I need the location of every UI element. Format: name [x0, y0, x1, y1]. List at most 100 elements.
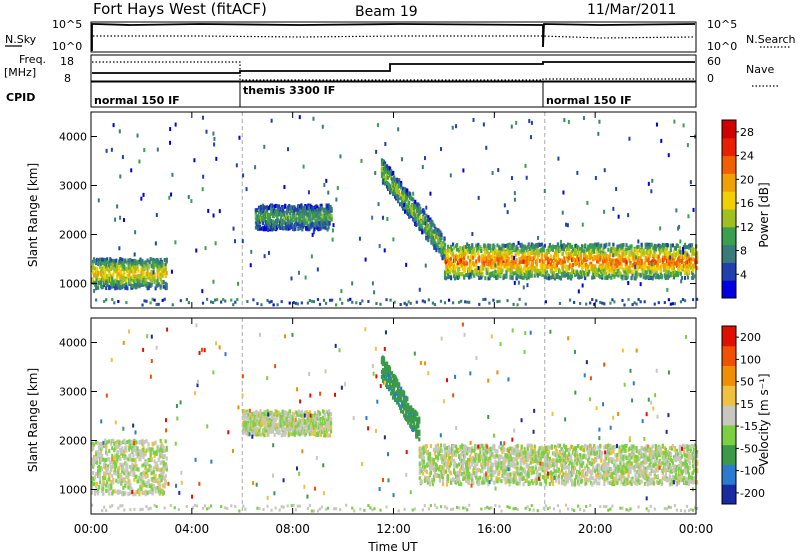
heatmap-cell — [409, 192, 412, 197]
heatmap-cell — [139, 439, 142, 444]
heatmap-cell — [524, 163, 527, 168]
heatmap-cell — [126, 463, 129, 468]
heatmap-cell — [543, 268, 546, 273]
heatmap-cell — [137, 467, 140, 472]
heatmap-cell — [604, 259, 607, 264]
heatmap-cell — [391, 187, 395, 192]
heatmap-cell — [509, 274, 512, 279]
heatmap-cell — [135, 452, 138, 457]
heatmap-cell — [122, 462, 125, 467]
heatmap-cell — [512, 302, 515, 306]
heatmap-cell — [447, 274, 451, 279]
heatmap-cell — [605, 242, 608, 247]
heatmap-cell — [309, 219, 312, 224]
heatmap-cell — [133, 446, 136, 451]
heatmap-cell — [131, 284, 134, 289]
colorbar-segment — [722, 120, 736, 139]
heatmap-cell — [351, 281, 354, 286]
heatmap-cell — [519, 275, 522, 280]
heatmap-cell — [646, 246, 649, 251]
heatmap-cell — [155, 449, 158, 454]
heatmap-cell — [328, 298, 332, 302]
heatmap-cell — [143, 267, 146, 272]
heatmap-cell — [595, 244, 598, 249]
heatmap-cell — [105, 446, 108, 451]
heatmap-cell — [407, 300, 410, 304]
heatmap-cell — [383, 248, 386, 253]
heatmap-cell — [224, 299, 227, 303]
heatmap-cell — [484, 297, 487, 301]
heatmap-cell — [540, 242, 543, 247]
heatmap-cell — [412, 197, 415, 202]
heatmap-cell — [633, 253, 636, 258]
heatmap-cell — [598, 119, 601, 124]
heatmap-cell — [623, 273, 626, 278]
heatmap-cell — [154, 241, 157, 246]
heatmap-cell — [105, 483, 108, 488]
heatmap-cell — [110, 479, 113, 484]
heatmap-cell — [399, 303, 402, 307]
heatmap-cell — [651, 276, 654, 281]
heatmap-cell — [696, 254, 699, 259]
heatmap-cell — [147, 285, 150, 290]
heatmap-cell — [687, 261, 691, 266]
heatmap-cell — [506, 299, 509, 303]
heatmap-cell — [151, 447, 154, 452]
heatmap-cell — [611, 298, 614, 302]
heatmap-cell — [297, 426, 300, 431]
heatmap-cell — [406, 188, 409, 193]
heatmap-cell — [99, 480, 102, 485]
heatmap-cell — [463, 261, 466, 266]
heatmap-cell — [482, 297, 485, 301]
heatmap-cell — [612, 242, 615, 247]
heatmap-cell — [587, 272, 590, 277]
heatmap-cell — [608, 254, 611, 259]
heatmap-cell — [263, 433, 266, 438]
heatmap-cell — [124, 491, 127, 496]
heatmap-cell — [290, 276, 293, 281]
heatmap-cell — [402, 186, 405, 191]
heatmap-cell — [493, 244, 496, 249]
heatmap-cell — [260, 303, 263, 307]
heatmap-cell — [202, 174, 205, 179]
heatmap-cell — [108, 457, 111, 462]
heatmap-cell — [564, 250, 568, 255]
heatmap-cell — [292, 412, 295, 417]
heatmap-cell — [465, 244, 468, 249]
colorbar-segment — [722, 209, 736, 228]
heatmap-cell — [529, 245, 532, 250]
heatmap-cell — [162, 280, 165, 285]
heatmap-cell — [257, 215, 261, 220]
heatmap-cell — [683, 299, 687, 303]
heatmap-cell — [136, 133, 139, 138]
heatmap-cell — [567, 252, 571, 257]
heatmap-cell — [97, 441, 100, 446]
heatmap-cell — [133, 252, 136, 257]
heatmap-cell — [374, 171, 377, 176]
heatmap-cell — [148, 484, 151, 489]
heatmap-cell — [639, 282, 642, 287]
heatmap-cell — [561, 210, 564, 215]
heatmap-cell — [512, 271, 515, 276]
heatmap-cell — [689, 265, 693, 270]
heatmap-cell — [487, 267, 490, 272]
heatmap-cell — [93, 462, 96, 467]
heatmap-cell — [104, 258, 107, 263]
heatmap-cell — [115, 478, 118, 483]
heatmap-cell — [595, 299, 598, 303]
colorbar-segment — [722, 244, 736, 263]
heatmap-cell — [140, 283, 143, 288]
heatmap-cell — [522, 249, 525, 254]
heatmap-cell — [577, 259, 580, 264]
heatmap-cell — [125, 474, 128, 479]
heatmap-cell — [112, 123, 115, 128]
heatmap-cell — [144, 260, 147, 265]
heatmap-cell — [163, 454, 166, 459]
cpid-segment-2: themis 3300 IF — [243, 84, 335, 97]
heatmap-cell — [508, 242, 511, 247]
heatmap-cell — [163, 448, 166, 453]
heatmap-cell — [142, 272, 145, 277]
heatmap-cell — [650, 266, 653, 271]
heatmap-cell — [142, 192, 145, 197]
